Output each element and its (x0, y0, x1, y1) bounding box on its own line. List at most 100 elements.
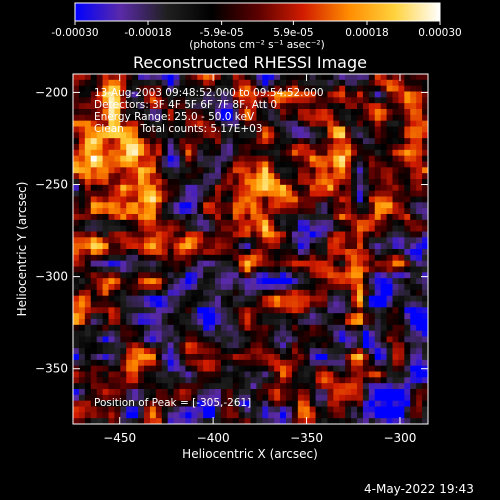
heatmap-pixel (149, 97, 157, 104)
heatmap-pixel (138, 103, 145, 110)
heatmap-pixel (410, 354, 417, 361)
heatmap-pixel (256, 196, 263, 203)
heatmap-pixel (416, 383, 423, 390)
heatmap-pixel (120, 394, 127, 402)
heatmap-pixel (126, 91, 133, 98)
heatmap-pixel (386, 406, 393, 413)
heatmap-pixel (262, 418, 269, 424)
heatmap-pixel (357, 91, 364, 98)
heatmap-pixel (90, 400, 98, 407)
heatmap-pixel (280, 266, 287, 273)
heatmap-pixel (321, 289, 328, 297)
heatmap-pixel (339, 301, 346, 308)
heatmap-pixel (362, 400, 370, 407)
heatmap-pixel (392, 243, 399, 250)
heatmap-pixel (303, 149, 311, 157)
heatmap-pixel (120, 149, 127, 157)
heatmap-pixel (238, 149, 245, 157)
heatmap-pixel (149, 371, 157, 378)
heatmap-pixel (374, 330, 382, 337)
heatmap-pixel (321, 167, 328, 174)
heatmap-pixel (280, 225, 287, 232)
heatmap-pixel (262, 79, 269, 87)
heatmap-pixel (416, 149, 423, 157)
heatmap-pixel (410, 243, 417, 250)
heatmap-pixel (144, 79, 151, 87)
heatmap-pixel (132, 173, 139, 180)
heatmap-pixel (321, 400, 328, 407)
heatmap-pixel (398, 155, 405, 162)
heatmap-pixel (416, 202, 423, 209)
heatmap-pixel (220, 144, 228, 151)
heatmap-pixel (303, 295, 311, 302)
heatmap-pixel (345, 196, 352, 203)
heatmap-pixel (315, 371, 322, 378)
heatmap-pixel (357, 313, 364, 320)
heatmap-pixel (238, 272, 245, 279)
heatmap-pixel (315, 149, 322, 157)
heatmap-pixel (315, 266, 322, 273)
heatmap-pixel (149, 301, 157, 308)
heatmap-pixel (144, 114, 151, 122)
heatmap-pixel (215, 289, 222, 297)
heatmap-pixel (327, 377, 334, 384)
heatmap-pixel (398, 354, 405, 361)
heatmap-pixel (333, 266, 340, 273)
heatmap-pixel (167, 179, 174, 186)
heatmap-pixel (226, 109, 234, 116)
heatmap-pixel (179, 254, 186, 262)
heatmap-pixel (303, 301, 311, 308)
heatmap-pixel (90, 179, 98, 186)
heatmap-pixel (226, 132, 234, 139)
heatmap-pixel (220, 219, 228, 227)
heatmap-pixel (132, 389, 139, 396)
heatmap-pixel (351, 254, 358, 262)
heatmap-pixel (303, 330, 311, 337)
heatmap-pixel (226, 330, 234, 337)
heatmap-pixel (280, 173, 287, 180)
heatmap-pixel (144, 149, 151, 157)
heatmap-pixel (274, 359, 281, 367)
heatmap-pixel (309, 412, 316, 419)
heatmap-pixel (126, 371, 133, 378)
heatmap-pixel (268, 284, 275, 291)
heatmap-pixel (244, 400, 251, 407)
heatmap-pixel (357, 272, 364, 279)
heatmap-pixel (108, 155, 115, 162)
heatmap-pixel (161, 173, 169, 180)
heatmap-pixel (339, 371, 346, 378)
heatmap-pixel (173, 85, 180, 92)
heatmap-pixel (410, 219, 417, 227)
heatmap-pixel (315, 120, 322, 127)
heatmap-pixel (232, 184, 240, 192)
heatmap-pixel (144, 167, 151, 174)
heatmap-pixel (398, 383, 405, 390)
heatmap-pixel (138, 179, 145, 186)
heatmap-pixel (410, 114, 417, 122)
heatmap-pixel (149, 161, 157, 168)
heatmap-pixel (380, 324, 387, 332)
heatmap-pixel (392, 377, 399, 384)
heatmap-pixel (303, 237, 311, 244)
heatmap-pixel (232, 301, 240, 308)
heatmap-pixel (262, 359, 269, 367)
heatmap-pixel (167, 289, 174, 297)
heatmap-pixel (380, 85, 387, 92)
heatmap-pixel (404, 202, 411, 209)
heatmap-pixel (398, 79, 405, 87)
heatmap-pixel (422, 243, 428, 250)
heatmap-pixel (203, 266, 210, 273)
heatmap-pixel (244, 97, 251, 104)
heatmap-pixel (386, 155, 393, 162)
heatmap-pixel (179, 412, 186, 419)
heatmap-pixel (274, 254, 281, 262)
heatmap-pixel (321, 272, 328, 279)
heatmap-pixel (386, 389, 393, 396)
heatmap-pixel (268, 383, 275, 390)
heatmap-pixel (84, 114, 92, 122)
heatmap-pixel (209, 260, 216, 267)
heatmap-pixel (368, 319, 376, 326)
heatmap-pixel (138, 254, 145, 262)
heatmap-pixel (185, 295, 192, 302)
heatmap-pixel (149, 254, 157, 262)
